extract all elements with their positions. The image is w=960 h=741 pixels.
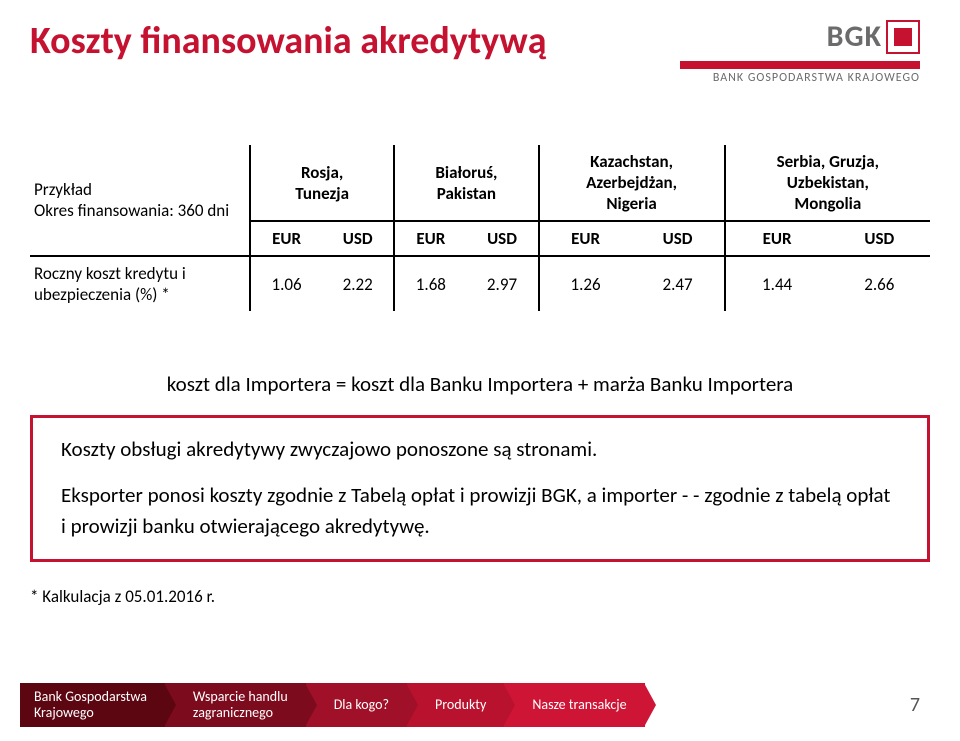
table-row-header: Przykład Okres finansowania: 360 dni <box>30 145 250 256</box>
page-number: 7 <box>910 693 920 717</box>
logo-square-inner-icon <box>894 28 912 46</box>
logo-brand: BGK <box>827 18 882 55</box>
crumb-1[interactable]: Wsparcie handluzagranicznego <box>165 683 306 727</box>
logo-text: BGK <box>827 18 882 55</box>
chevron-right-icon <box>644 683 656 727</box>
page-title: Koszty finansowania akredytywą <box>30 18 546 64</box>
cur-3-usd: USD <box>829 221 930 256</box>
crumb-0[interactable]: Bank GospodarstwaKrajowego <box>20 683 165 727</box>
cost-table-wrap: Przykład Okres finansowania: 360 dni Ros… <box>30 145 930 311</box>
cur-0-usd: USD <box>322 221 394 256</box>
group-header-0: Rosja, Tunezja <box>250 145 394 221</box>
cur-2-eur: EUR <box>539 221 632 256</box>
footer: Bank GospodarstwaKrajowego Wsparcie hand… <box>0 683 960 727</box>
calculation-note: * Kalkulacja z 05.01.2016 r. <box>30 586 930 607</box>
box-p2: Eksporter ponosi koszty zgodnie z Tabelą… <box>61 480 899 543</box>
logo-stripe-icon <box>680 61 920 69</box>
data-row-label: Roczny koszt kredytu i ubezpieczenia (%)… <box>30 256 250 311</box>
cur-0-eur: EUR <box>250 221 322 256</box>
chevron-right-icon <box>406 683 418 727</box>
logo-square-icon <box>886 20 920 54</box>
highlight-box: Koszty obsługi akredytywy zwyczajowo pon… <box>30 415 930 562</box>
cur-1-usd: USD <box>466 221 538 256</box>
logo-top: BGK <box>827 18 920 55</box>
val-1: 2.22 <box>322 256 394 311</box>
crumb-2[interactable]: Dla kogo? <box>306 683 407 727</box>
group-header-2: Kazachstan, Azerbejdżan, Nigeria <box>539 145 725 221</box>
logo-subtitle: BANK GOSPODARSTWA KRAJOWEGO <box>713 71 920 85</box>
cost-formula: koszt dla Importera = koszt dla Banku Im… <box>30 371 930 397</box>
chevron-right-icon <box>164 683 176 727</box>
box-p1: Koszty obsługi akredytywy zwyczajowo pon… <box>61 434 899 466</box>
crumb-3[interactable]: Produkty <box>407 683 504 727</box>
cur-1-eur: EUR <box>394 221 466 256</box>
group-header-1: Białoruś, Pakistan <box>394 145 538 221</box>
group2-l2: Azerbejdżan, <box>544 172 720 193</box>
cur-3-eur: EUR <box>725 221 829 256</box>
chevron-right-icon <box>503 683 515 727</box>
val-7: 2.66 <box>829 256 930 311</box>
group3-l3: Mongolia <box>730 193 926 214</box>
group0-l1: Rosja, <box>255 162 389 183</box>
group0-l2: Tunezja <box>255 183 389 204</box>
row-header-line2: Okres finansowania: 360 dni <box>34 200 245 221</box>
cost-table: Przykład Okres finansowania: 360 dni Ros… <box>30 145 930 311</box>
val-4: 1.26 <box>539 256 632 311</box>
table-header-row: Przykład Okres finansowania: 360 dni Ros… <box>30 145 930 221</box>
row-header-line1: Przykład <box>34 179 245 200</box>
group1-l2: Pakistan <box>399 183 533 204</box>
group2-l3: Nigeria <box>544 193 720 214</box>
crumb-2-label: Dla kogo? <box>334 697 389 713</box>
group1-l1: Białoruś, <box>399 162 533 183</box>
group2-l1: Kazachstan, <box>544 151 720 172</box>
crumb-4-label: Nasze transakcje <box>532 697 626 713</box>
crumb-3-label: Produkty <box>435 697 486 713</box>
crumb-1-label: Wsparcie handluzagranicznego <box>193 689 288 721</box>
header: Koszty finansowania akredytywą BGK BANK … <box>0 0 960 85</box>
chevron-right-icon <box>305 683 317 727</box>
val-2: 1.68 <box>394 256 466 311</box>
breadcrumb: Bank GospodarstwaKrajowego Wsparcie hand… <box>20 683 645 727</box>
cur-2-usd: USD <box>632 221 725 256</box>
data-row: Roczny koszt kredytu i ubezpieczenia (%)… <box>30 256 930 311</box>
mid-content: koszt dla Importera = koszt dla Banku Im… <box>30 371 930 607</box>
val-3: 2.97 <box>466 256 538 311</box>
group3-l1: Serbia, Gruzja, <box>730 151 926 172</box>
val-0: 1.06 <box>250 256 322 311</box>
group-header-3: Serbia, Gruzja, Uzbekistan, Mongolia <box>725 145 930 221</box>
logo: BGK BANK GOSPODARSTWA KRAJOWEGO <box>680 18 920 85</box>
group3-l2: Uzbekistan, <box>730 172 926 193</box>
val-6: 1.44 <box>725 256 829 311</box>
crumb-0-label: Bank GospodarstwaKrajowego <box>34 689 147 721</box>
val-5: 2.47 <box>632 256 725 311</box>
crumb-4[interactable]: Nasze transakcje <box>504 683 644 727</box>
